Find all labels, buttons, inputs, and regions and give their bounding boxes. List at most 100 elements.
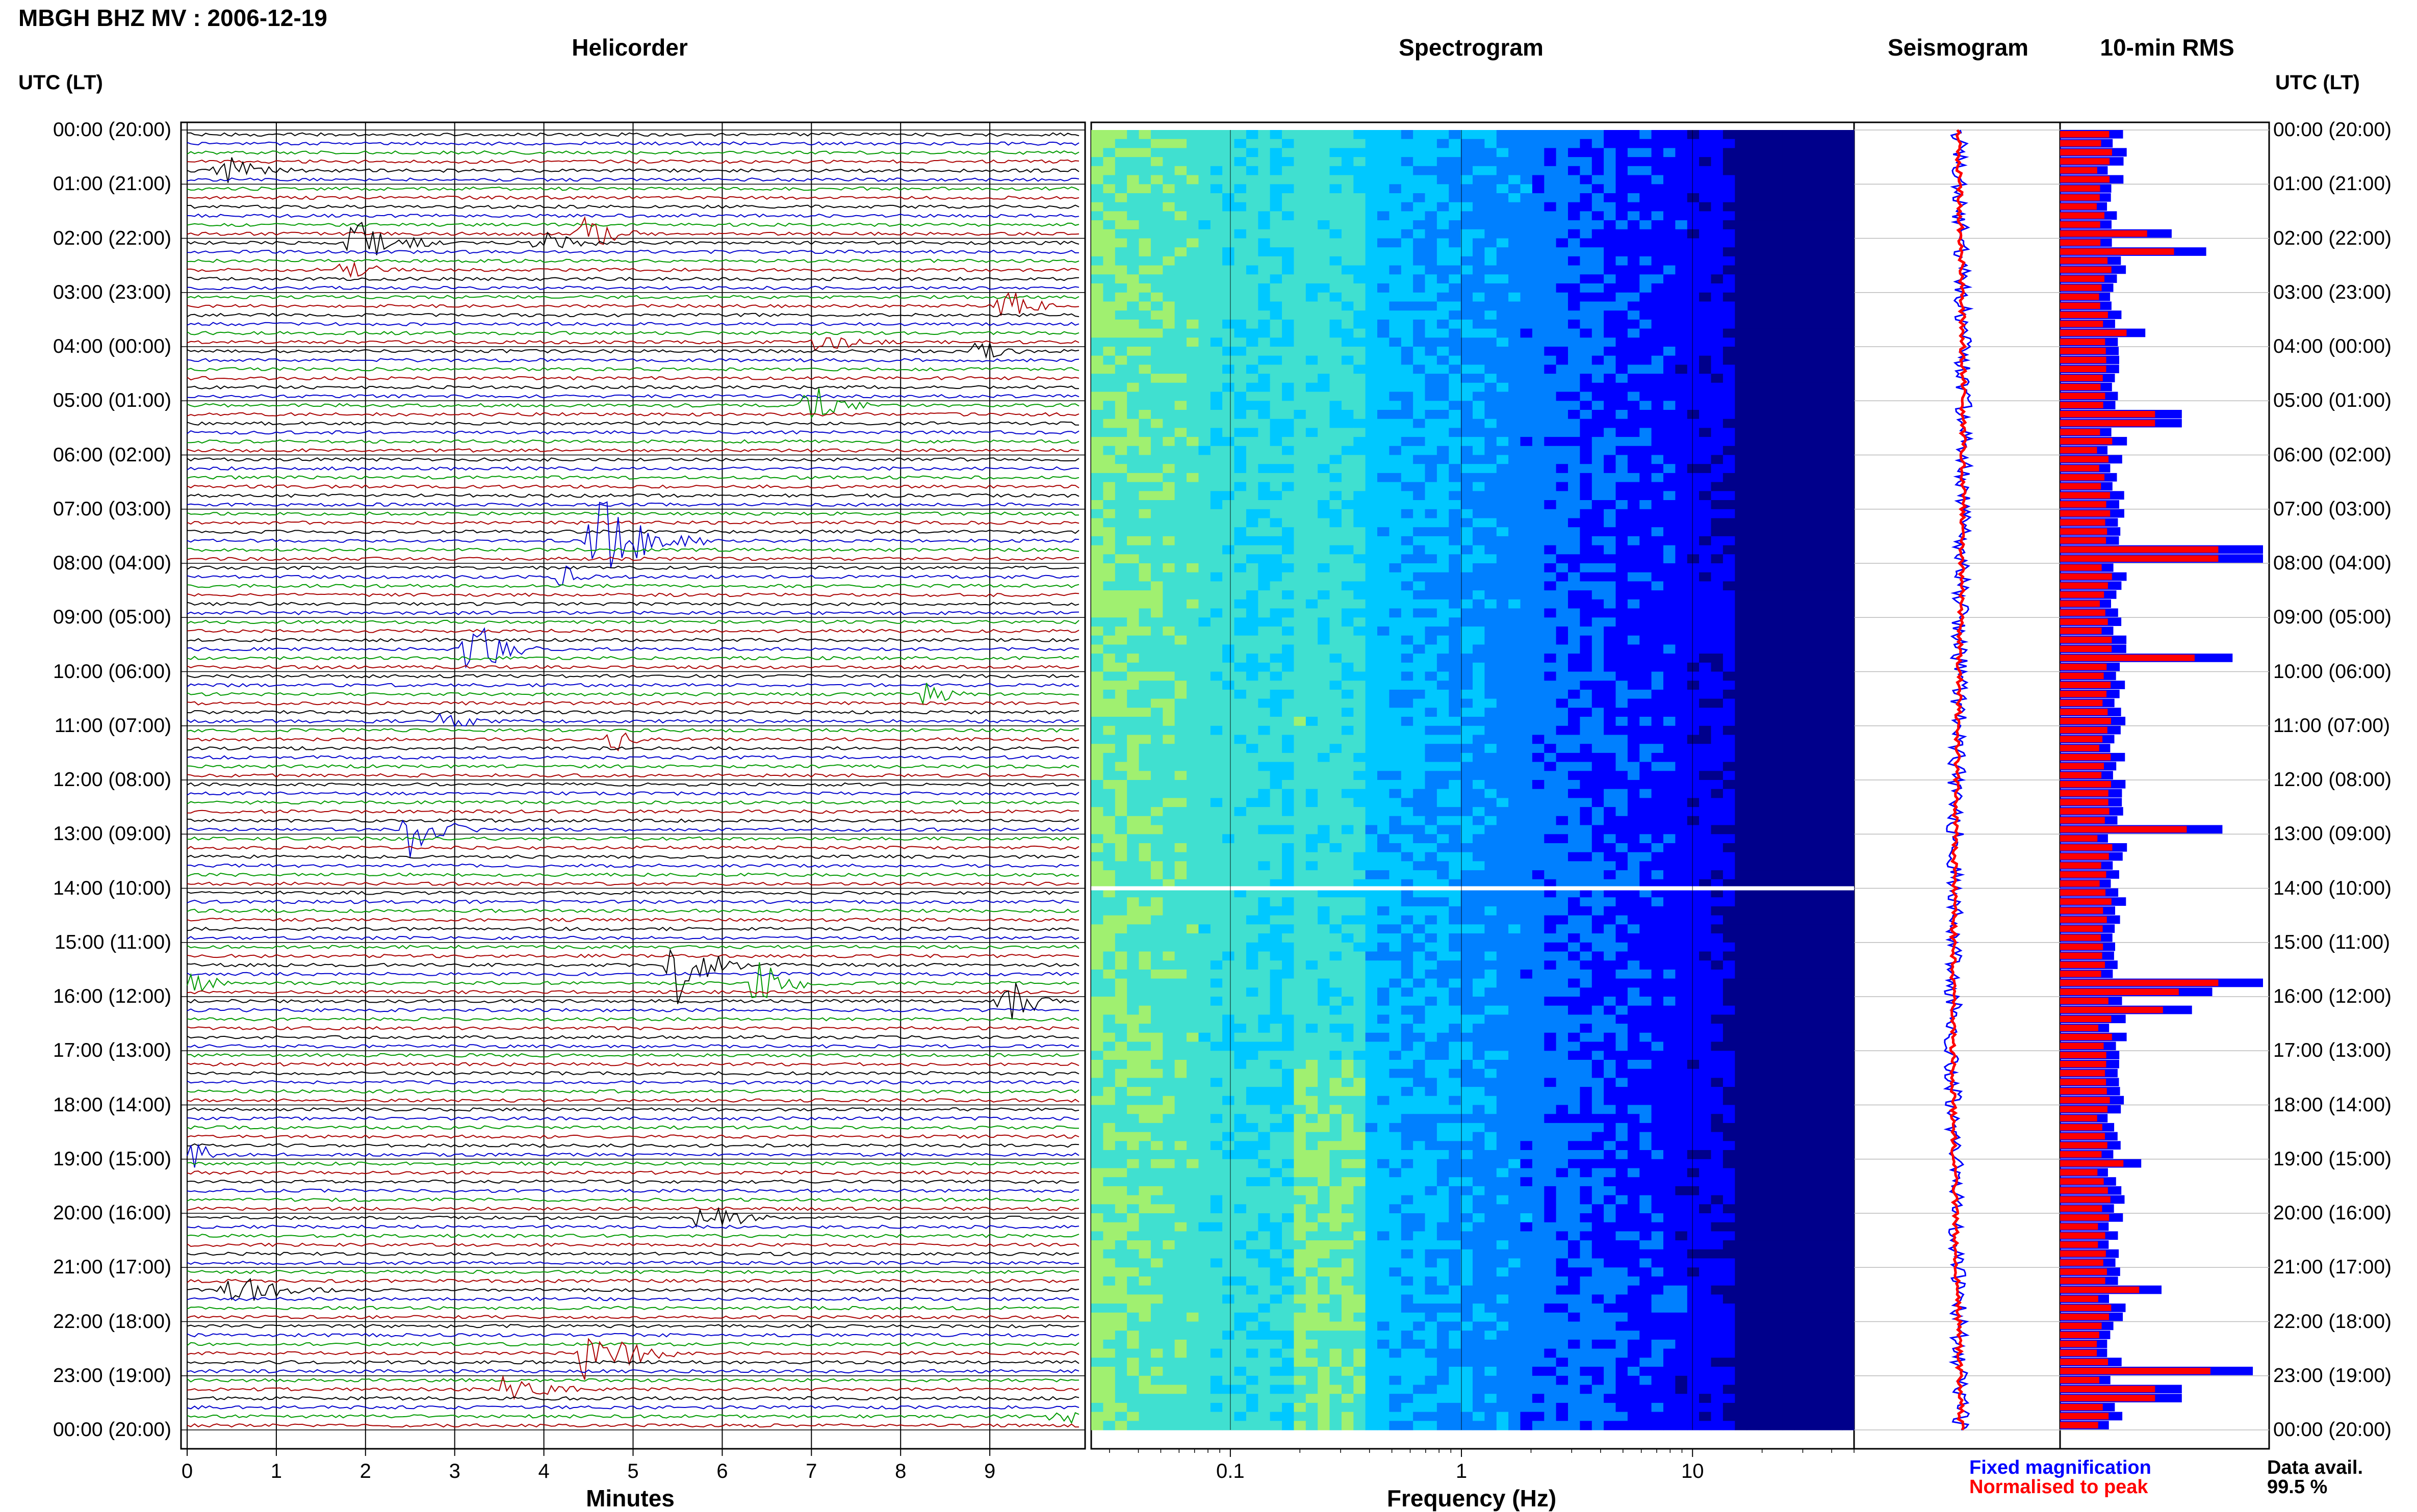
spectrogram-cell <box>1794 446 1807 455</box>
spectrogram-cell <box>1830 130 1842 139</box>
spectrogram-cell <box>1604 139 1616 148</box>
spectrogram-cell <box>1235 220 1247 229</box>
spectrogram-cell <box>1330 347 1342 356</box>
spectrogram-cell <box>1449 735 1461 744</box>
spectrogram-cell <box>1258 293 1270 302</box>
spectrogram-cell <box>1556 302 1569 311</box>
spectrogram-cell <box>1652 130 1664 139</box>
spectrogram-cell <box>1222 337 1235 347</box>
spectrogram-cell <box>1461 717 1473 726</box>
spectrogram-cell <box>1580 302 1592 311</box>
spectrogram-cell <box>1127 202 1139 212</box>
spectrogram-cell <box>1318 320 1330 329</box>
spectrogram-cell <box>1723 184 1735 193</box>
spectrogram-cell <box>1270 419 1282 428</box>
spectrogram-cell <box>1091 654 1103 663</box>
spectrogram-cell <box>1508 690 1521 699</box>
spectrogram-cell <box>1497 193 1509 202</box>
spectrogram-cell <box>1258 536 1270 545</box>
spectrogram-cell <box>1628 609 1640 618</box>
spectrogram-cell <box>1794 617 1807 627</box>
spectrogram-cell <box>1628 302 1640 311</box>
spectrogram-cell <box>1592 617 1604 627</box>
spectrogram-cell <box>1389 699 1401 708</box>
spectrogram-cell <box>1807 663 1819 672</box>
spectrogram-cell <box>1187 310 1199 320</box>
spectrogram-cell <box>1461 193 1473 202</box>
spectrogram-cell <box>1497 500 1509 509</box>
spectrogram-cell <box>1282 681 1294 690</box>
spectrogram-cell <box>1568 374 1580 383</box>
spectrogram-cell <box>1508 364 1521 374</box>
spectrogram-cell <box>1521 636 1533 645</box>
spectrogram-cell <box>1711 283 1724 293</box>
spectrogram-cell <box>1711 247 1724 256</box>
spectrogram-cell <box>1473 266 1485 275</box>
spectrogram-cell <box>1759 374 1771 383</box>
spectrogram-cell <box>1246 157 1258 166</box>
spectrogram-cell <box>1473 166 1485 175</box>
spectrogram-cell <box>1139 762 1151 771</box>
spectrogram-cell <box>1282 175 1294 185</box>
spectrogram-cell <box>1497 364 1509 374</box>
spectrogram-cell <box>1258 383 1270 392</box>
spectrogram-cell <box>1163 590 1175 599</box>
spectrogram-cell <box>1484 310 1497 320</box>
spectrogram-cell <box>1783 554 1795 563</box>
spectrogram-cell <box>1294 211 1306 220</box>
spectrogram-cell <box>1747 663 1759 672</box>
spectrogram-cell <box>1473 410 1485 419</box>
spectrogram-cell <box>1139 500 1151 509</box>
spectrogram-cell <box>1783 780 1795 789</box>
spectrogram-cell <box>1270 157 1282 166</box>
spectrogram-cell <box>1604 383 1616 392</box>
spectrogram-cell <box>1484 636 1497 645</box>
spectrogram-cell <box>1699 789 1711 798</box>
spectrogram-cell <box>1580 337 1592 347</box>
spectrogram-cell <box>1139 482 1151 491</box>
spectrogram-cell <box>1473 617 1485 627</box>
spectrogram-cell <box>1830 482 1842 491</box>
spectrogram-cell <box>1628 356 1640 365</box>
spectrogram-cell <box>1747 536 1759 545</box>
spectrogram-cell <box>1103 726 1115 735</box>
spectrogram-cell <box>1687 644 1700 654</box>
spectrogram-cell <box>1568 672 1580 681</box>
spectrogram-cell <box>1294 473 1306 482</box>
spectrogram-cell <box>1425 473 1437 482</box>
spectrogram-cell <box>1735 211 1747 220</box>
spectrogram-cell <box>1842 609 1855 618</box>
spectrogram-cell <box>1413 337 1425 347</box>
spectrogram-cell <box>1652 464 1664 473</box>
spectrogram-cell <box>1842 446 1855 455</box>
spectrogram-cell <box>1711 202 1724 212</box>
spectrogram-cell <box>1270 690 1282 699</box>
spectrogram-cell <box>1532 410 1545 419</box>
spectrogram-cell <box>1783 392 1795 401</box>
spectrogram-cell <box>1568 609 1580 618</box>
spectrogram-cell <box>1115 364 1127 374</box>
spectrogram-cell <box>1294 762 1306 771</box>
spectrogram-cell <box>1187 247 1199 256</box>
spectrogram-cell <box>1652 762 1664 771</box>
spectrogram-cell <box>1235 428 1247 437</box>
spectrogram-cell <box>1699 428 1711 437</box>
spectrogram-cell <box>1628 545 1640 555</box>
spectrogram-cell <box>1604 220 1616 229</box>
spectrogram-cell <box>1389 166 1401 175</box>
spectrogram-cell <box>1759 690 1771 699</box>
spectrogram-cell <box>1484 410 1497 419</box>
spectrogram-cell <box>1783 599 1795 609</box>
spectrogram-cell <box>1807 726 1819 735</box>
spectrogram-cell <box>1807 455 1819 464</box>
spectrogram-cell <box>1187 753 1199 762</box>
spectrogram-cell <box>1497 320 1509 329</box>
spectrogram-cell <box>1211 293 1223 302</box>
spectrogram-cell <box>1783 518 1795 528</box>
spectrogram-cell <box>1377 464 1390 473</box>
spectrogram-cell <box>1616 337 1628 347</box>
spectrogram-cell <box>1818 572 1831 582</box>
spectrogram-cell <box>1770 220 1783 229</box>
spectrogram-cell <box>1163 753 1175 762</box>
spectrogram-cell <box>1794 374 1807 383</box>
